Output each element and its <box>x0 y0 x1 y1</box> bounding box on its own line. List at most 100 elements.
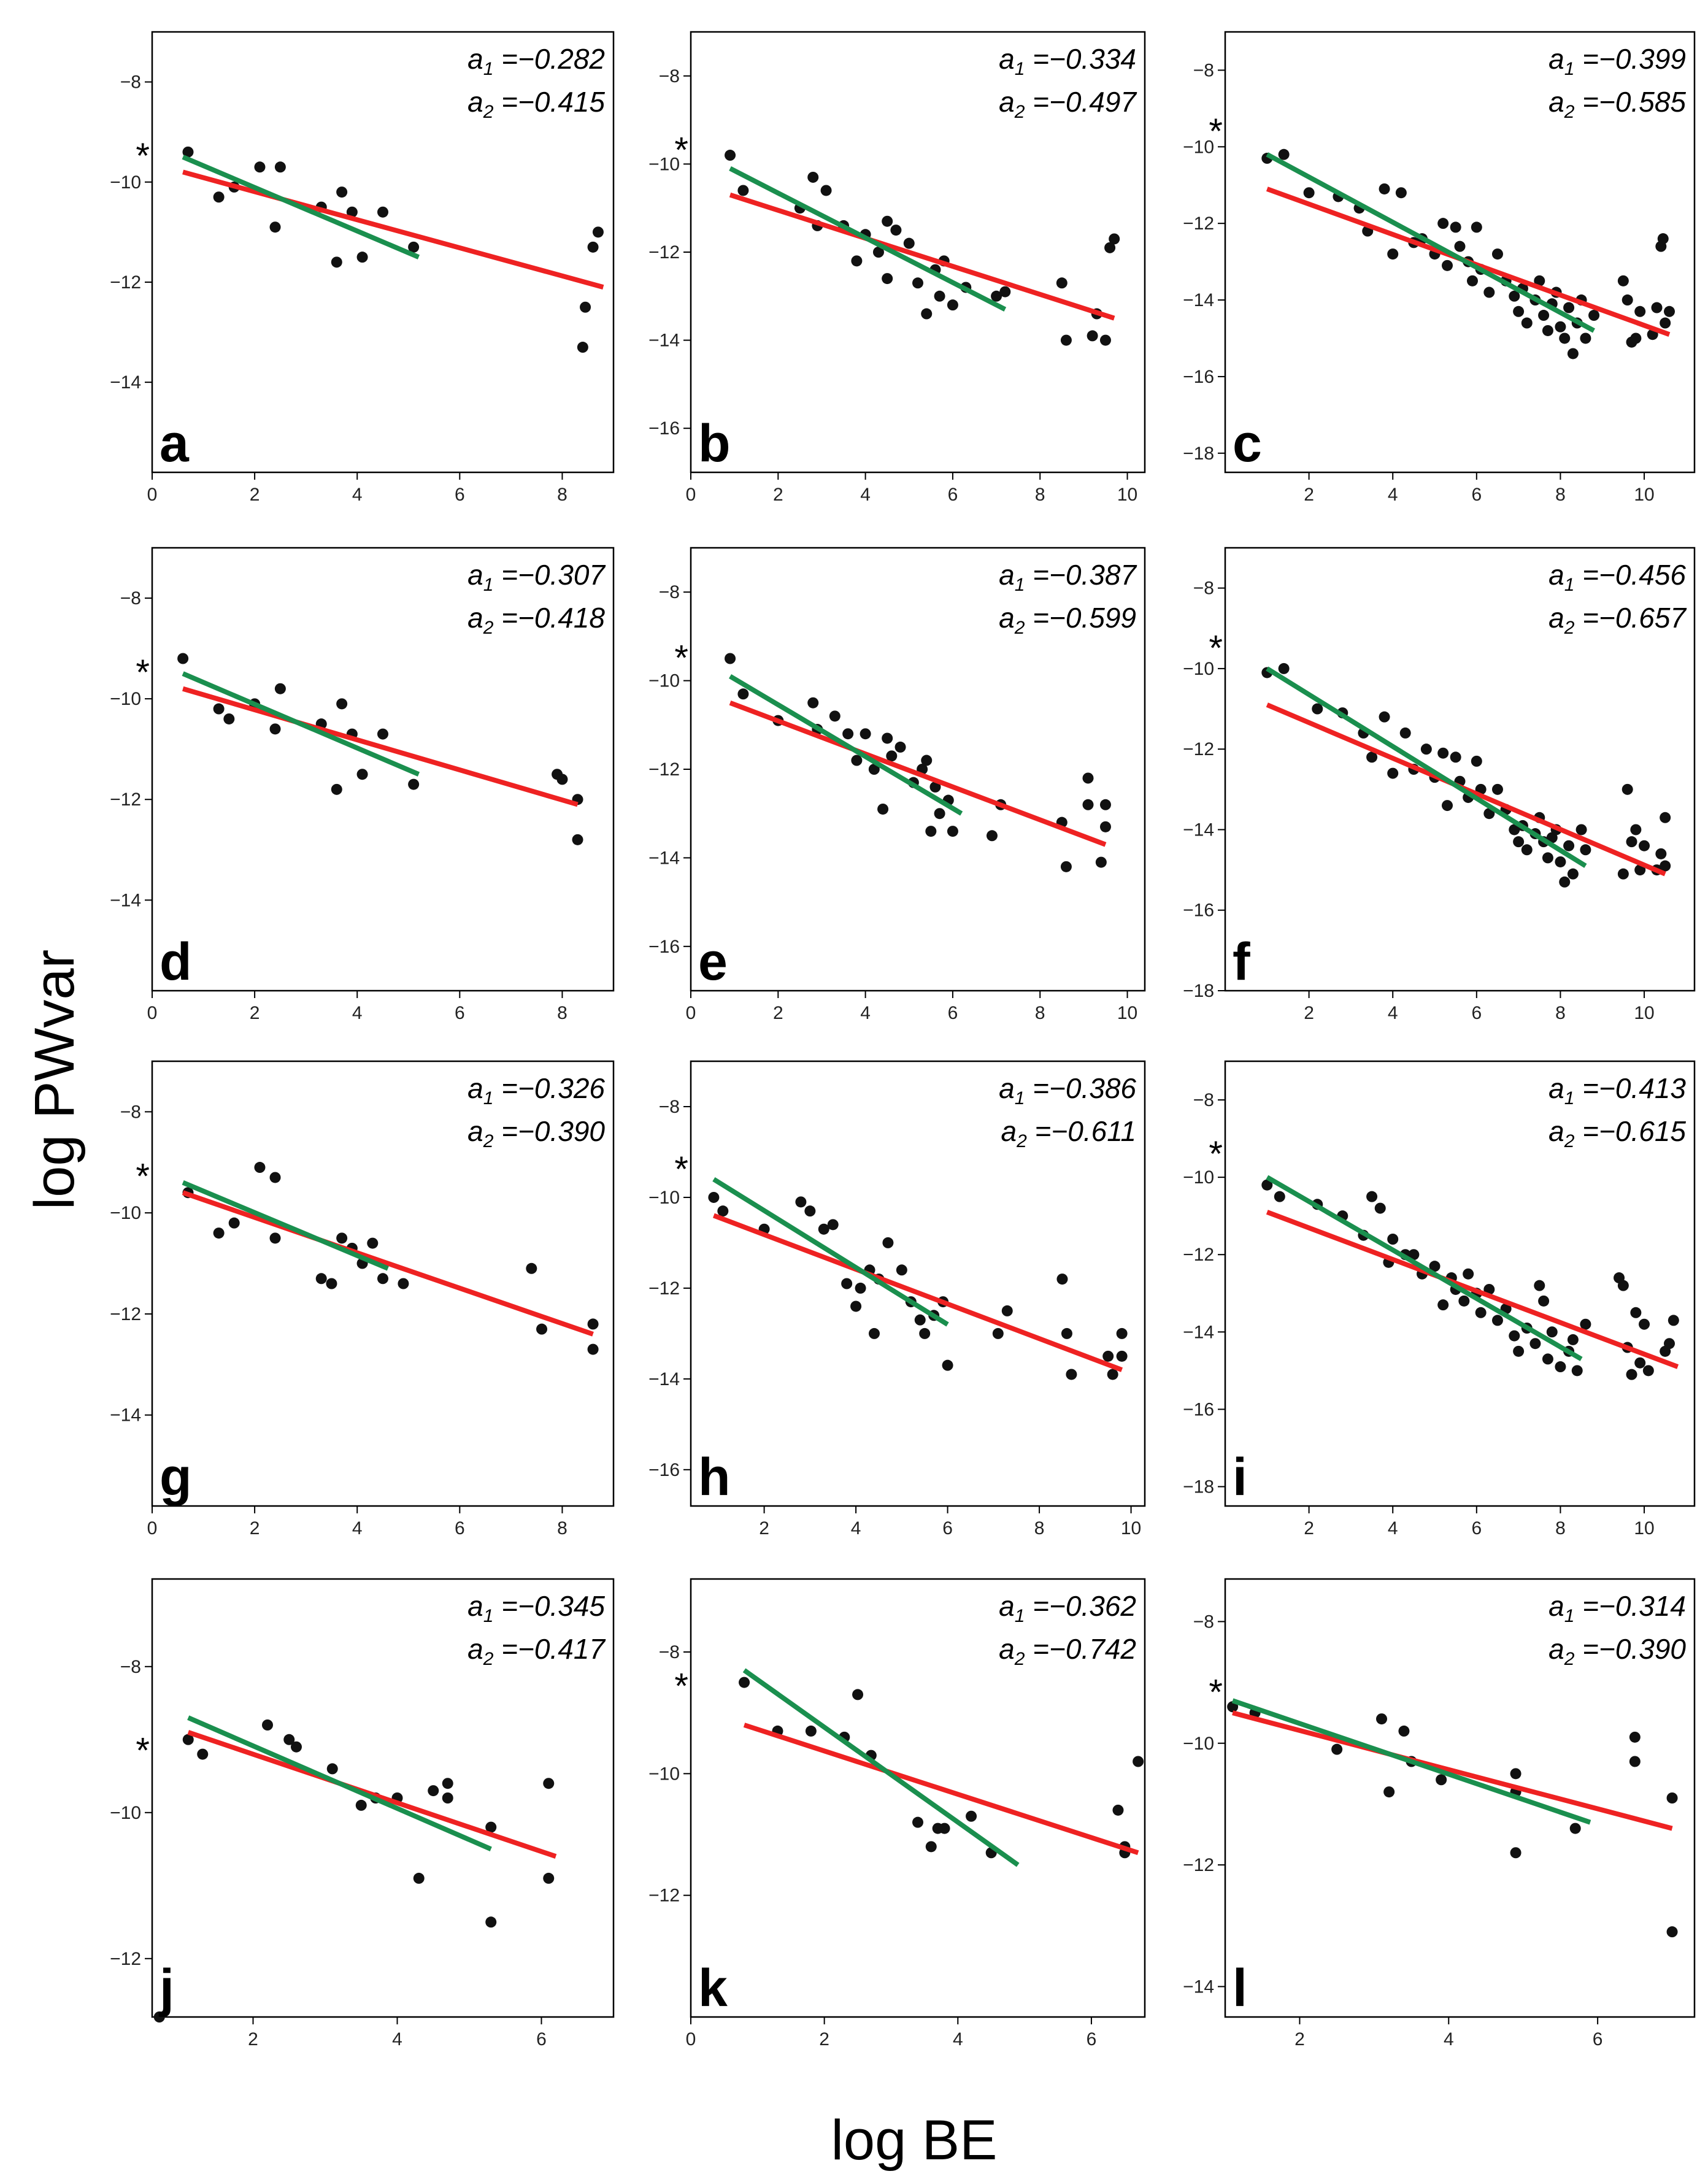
panel-a: −8 −10 −12 −14 0 2 4 6 8 * a1 =−0.282 a2 =−0.415 a <box>110 31 615 505</box>
panel-c-coef-a2: a2 =−0.585 <box>1548 86 1686 122</box>
panel-d-point-8 <box>336 698 348 710</box>
panel-i-point-34 <box>1571 1365 1583 1377</box>
panel-h-point-5 <box>818 1223 829 1235</box>
panel-h-ytick-label-2: −12 <box>648 1278 680 1299</box>
panel-f-green-fit-line <box>1266 666 1587 868</box>
panel-e-point-13 <box>894 741 906 753</box>
panel-e-point-30 <box>1099 799 1111 810</box>
panel-f-point-13 <box>1442 800 1453 812</box>
panel-c-point-17 <box>1466 275 1478 286</box>
panel-g-point-6 <box>315 1273 327 1285</box>
panel-b-point-5 <box>820 185 832 196</box>
panel-f-point-32 <box>1555 856 1566 867</box>
panel-c-point-36 <box>1567 348 1579 359</box>
panel-b-point-28 <box>1104 242 1116 253</box>
panel-i-point-13 <box>1437 1299 1449 1311</box>
panel-k-frame <box>690 1578 1146 2018</box>
panel-f-xtick-label-0: 2 <box>1304 1003 1314 1023</box>
panel-e-point-29 <box>1099 821 1111 832</box>
panel-h-point-16 <box>914 1314 926 1326</box>
panel-e-point-5 <box>829 710 841 722</box>
panel-i-point-21 <box>1491 1315 1503 1326</box>
panel-a-point-14 <box>580 301 591 313</box>
panel-h-point-28 <box>1116 1327 1128 1339</box>
panel-e-point-10 <box>877 803 889 815</box>
panel-f-point-25 <box>1521 844 1533 856</box>
panel-g-point-7 <box>326 1278 337 1289</box>
panel-f-point-19 <box>1483 808 1495 820</box>
panel-d-ytick-label-0: −8 <box>120 588 141 609</box>
panel-i-xtick-label-4: 10 <box>1634 1518 1654 1539</box>
panel-i-xtick-label-2: 6 <box>1471 1518 1482 1539</box>
panel-j-point-10 <box>413 1872 425 1884</box>
panel-l-xtick-label-0: 2 <box>1294 2029 1305 2049</box>
panel-g-xtick-label-4: 8 <box>557 1518 567 1539</box>
panel-g-frame <box>151 1060 615 1507</box>
panel-b-ytick-label-0: −8 <box>659 66 680 86</box>
panel-c-point-33 <box>1555 321 1566 332</box>
panel-h-point-23 <box>1056 1273 1068 1285</box>
panel-e-point-18 <box>929 781 941 793</box>
panel-e-xtick-label-2: 4 <box>860 1003 871 1023</box>
panel-f-point-6 <box>1379 711 1390 723</box>
panel-f-point-8 <box>1399 727 1411 739</box>
panel-k-point-9 <box>939 1823 950 1834</box>
panel-j-point-0 <box>153 2011 165 2023</box>
panel-h-point-6 <box>827 1219 839 1231</box>
panel-b-letter: b <box>698 414 731 473</box>
panel-k-star-marker: * <box>674 1667 688 1707</box>
panel-g-point-4 <box>269 1172 281 1183</box>
panel-a-point-5 <box>274 161 286 173</box>
panel-c-point-28 <box>1534 275 1545 286</box>
panel-e-point-8 <box>860 728 871 740</box>
panel-j-letter: j <box>158 1959 174 2018</box>
panel-d: −8 −10 −12 −14 0 2 4 6 8 * a1 =−0.307 a2 =−0.418 d <box>110 547 615 1023</box>
panel-b-point-11 <box>882 215 893 227</box>
panel-l-ytick-label-1: −10 <box>1183 1734 1214 1754</box>
panel-f-point-46 <box>1660 812 1671 823</box>
panel-h-point-21 <box>992 1327 1004 1339</box>
panel-e-red-fit-line <box>729 700 1107 847</box>
panel-f-point-29 <box>1542 852 1553 864</box>
panel-h-ytick-label-0: −8 <box>659 1097 680 1117</box>
panel-a-ytick-label-3: −14 <box>110 372 141 393</box>
panel-b-red-fit-line <box>729 192 1115 321</box>
panel-e-ytick-label-0: −8 <box>659 582 680 602</box>
panel-c-point-42 <box>1621 294 1633 306</box>
panel-k-xtick-label-3: 6 <box>1087 2029 1097 2049</box>
panel-d-xtick-label-1: 2 <box>250 1003 260 1023</box>
panel-f-point-20 <box>1491 783 1503 795</box>
panel-l-frame <box>1224 1578 1696 2018</box>
panel-h-coef-a1: a1 =−0.386 <box>999 1072 1136 1108</box>
panel-i-point-46 <box>1668 1315 1679 1326</box>
panel-e-point-28 <box>1095 856 1107 868</box>
panel-a-point-8 <box>336 186 348 198</box>
panel-c-xtick-label-4: 10 <box>1634 485 1654 505</box>
panel-i-xtick-label-0: 2 <box>1304 1518 1314 1539</box>
panel-f-point-5 <box>1366 751 1378 763</box>
panel-e-xtick-label-1: 2 <box>773 1003 783 1023</box>
panel-f-point-12 <box>1437 747 1449 759</box>
panel-a-point-9 <box>346 206 358 218</box>
panel-k-point-0 <box>739 1677 750 1688</box>
panel-c-point-12 <box>1437 218 1449 229</box>
panel-c-point-20 <box>1483 286 1495 298</box>
panel-h-green-fit-line <box>712 1177 949 1327</box>
panel-c-ytick-label-2: −12 <box>1183 213 1214 234</box>
panel-c-ytick-label-1: −10 <box>1183 137 1214 157</box>
panel-i-point-8 <box>1387 1234 1399 1245</box>
panel-k-xtick-label-2: 4 <box>953 2029 963 2049</box>
panel-l-green-fit-line <box>1231 1698 1591 1825</box>
panel-j-point-2 <box>197 1748 209 1760</box>
panel-f-point-14 <box>1450 751 1461 763</box>
panel-i-ytick-label-5: −18 <box>1183 1477 1214 1497</box>
panel-g-point-16 <box>587 1343 599 1355</box>
panel-i-point-42 <box>1639 1318 1650 1330</box>
panel-c-point-35 <box>1563 302 1575 313</box>
panel-f-ytick-label-5: −18 <box>1183 981 1214 1001</box>
panel-k-red-fit-line <box>743 1723 1139 1856</box>
panel-e-point-1 <box>737 688 749 700</box>
panel-b-point-21 <box>991 290 1002 302</box>
panel-g-point-15 <box>536 1323 548 1335</box>
